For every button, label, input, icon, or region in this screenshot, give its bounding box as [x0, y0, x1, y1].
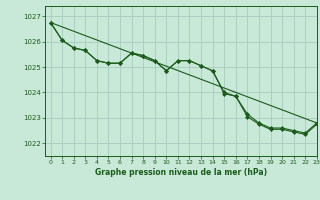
X-axis label: Graphe pression niveau de la mer (hPa): Graphe pression niveau de la mer (hPa): [95, 168, 267, 177]
